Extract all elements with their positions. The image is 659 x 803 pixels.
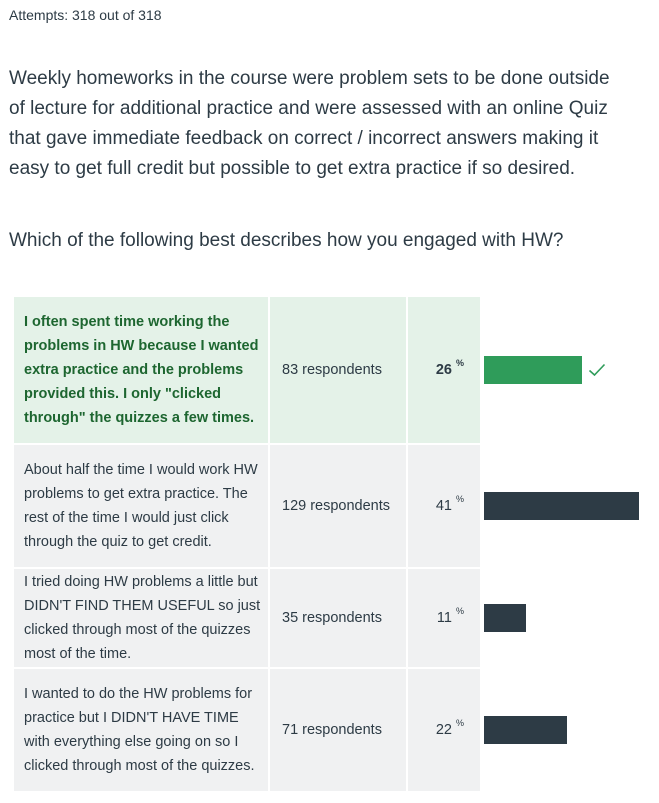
percent-number: 11 [436, 610, 452, 626]
percent-value: 11% [408, 569, 480, 667]
percent-value: 26% [408, 297, 480, 443]
answer-results: I often spent time working the problems … [14, 297, 654, 793]
bar-cell [480, 669, 654, 791]
percent-value: 22% [408, 669, 480, 791]
respondent-count: 129 respondents [270, 445, 406, 567]
answer-row-3: I tried doing HW problems a little but D… [14, 569, 654, 669]
answer-text: About half the time I would work HW prob… [14, 445, 268, 567]
percent-sign: % [455, 606, 464, 616]
answer-row-4: I wanted to do the HW problems for pract… [14, 669, 654, 793]
answer-text: I wanted to do the HW problems for pract… [14, 669, 268, 791]
percent-value: 41% [408, 445, 480, 567]
question-text: Weekly homeworks in the course were prob… [9, 68, 610, 179]
percent-number: 26 [435, 362, 452, 378]
respondent-count: 83 respondents [270, 297, 406, 443]
percent-sign: % [455, 494, 464, 504]
attempts-count: Attempts: 318 out of 318 [9, 7, 162, 23]
answer-row-2: About half the time I would work HW prob… [14, 445, 654, 569]
response-bar [484, 604, 526, 632]
response-bar [484, 356, 582, 384]
answer-row-1: I often spent time working the problems … [14, 297, 654, 445]
answer-text: I tried doing HW problems a little but D… [14, 569, 268, 667]
bar-cell [480, 445, 654, 567]
response-bar [484, 492, 639, 520]
respondent-count: 35 respondents [270, 569, 406, 667]
response-bar [484, 716, 567, 744]
percent-sign: % [455, 718, 464, 728]
check-icon [588, 363, 606, 377]
bar-cell [480, 569, 654, 667]
respondent-count: 71 respondents [270, 669, 406, 791]
answer-text: I often spent time working the problems … [14, 297, 268, 443]
percent-number: 22 [435, 722, 452, 738]
percent-number: 41 [435, 498, 452, 514]
percent-sign: % [455, 358, 464, 368]
question-prompt: Which of the following best describes ho… [9, 230, 564, 251]
bar-cell [480, 297, 654, 443]
